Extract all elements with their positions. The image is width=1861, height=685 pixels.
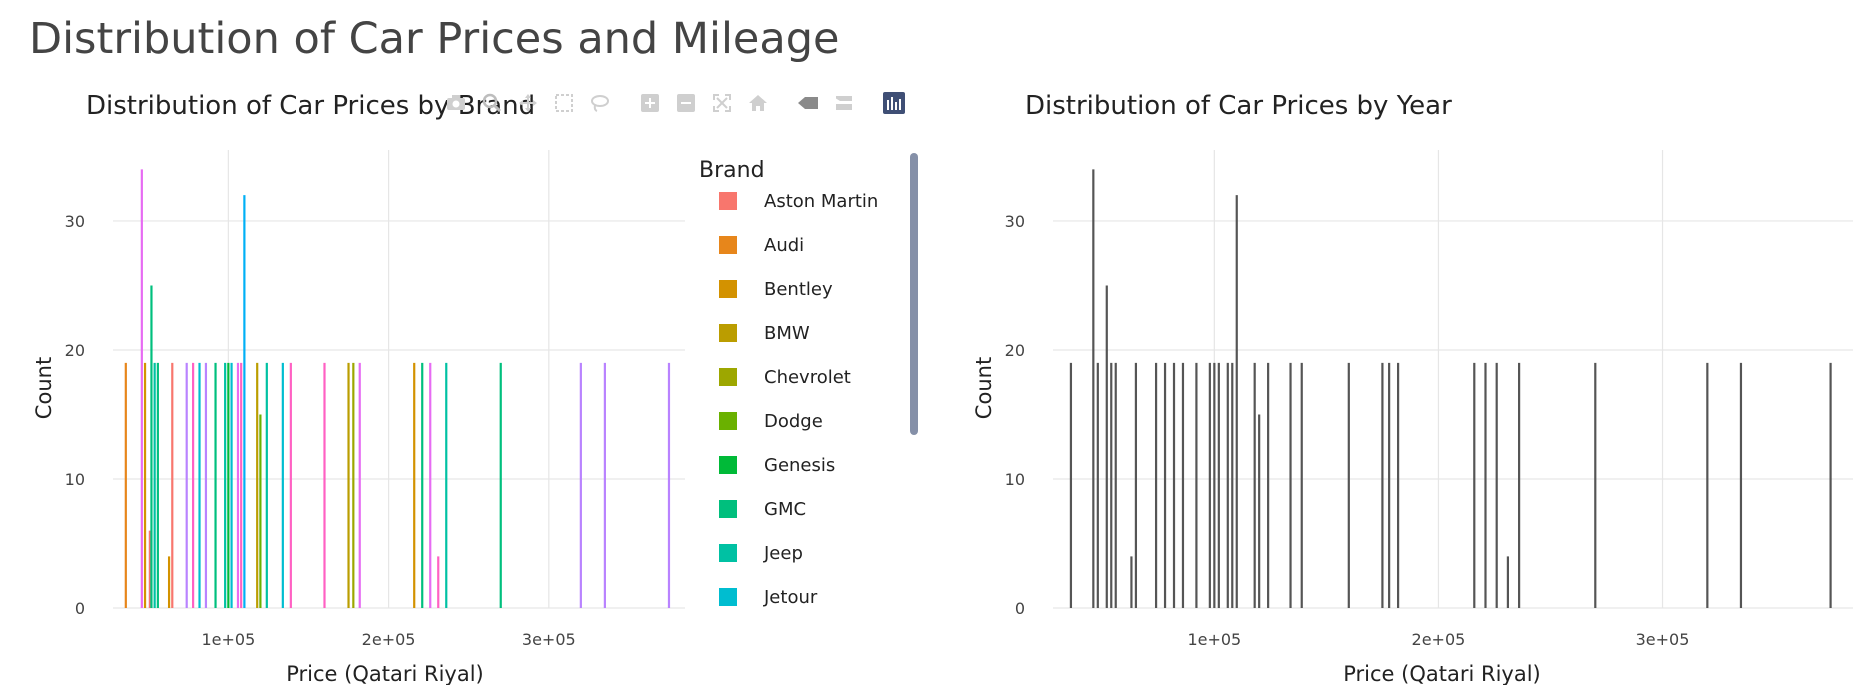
x-tick-label: 1e+05 <box>1187 630 1241 649</box>
pan-icon[interactable] <box>510 88 546 118</box>
legend-label: Aston Martin <box>764 191 878 212</box>
subplot-title-year: Distribution of Car Prices by Year <box>1025 91 1452 121</box>
bars-brand[interactable] <box>124 169 671 608</box>
legend-label: Audi <box>764 235 804 256</box>
legend-label: Genesis <box>764 455 835 476</box>
lasso-select-icon[interactable] <box>582 88 618 118</box>
x-tick-label: 3e+05 <box>522 630 576 649</box>
subplot-year[interactable]: Distribution of Car Prices by Year 1e+05… <box>972 91 1853 685</box>
zoom-icon[interactable] <box>474 88 510 118</box>
y-axis-label-year: Count <box>972 357 996 419</box>
legend-swatch <box>719 368 737 386</box>
x-tick-label: 3e+05 <box>1636 630 1690 649</box>
x-axis-label-year: Price (Qatari Riyal) <box>1343 662 1541 685</box>
legend-item[interactable]: GMC <box>719 499 806 520</box>
legend-label: Bentley <box>764 279 833 300</box>
bars-year[interactable] <box>1069 169 1832 608</box>
modebar <box>438 88 912 118</box>
ticks-year: 1e+05 2e+05 3e+05 0 10 20 30 <box>1005 212 1690 649</box>
legend-item[interactable]: Dodge <box>719 411 823 432</box>
y-tick-label: 0 <box>1015 599 1025 618</box>
autoscale-icon[interactable] <box>704 88 740 118</box>
y-tick-label: 30 <box>1005 212 1025 231</box>
legend-item[interactable]: BMW <box>719 323 810 344</box>
legend-item[interactable]: Genesis <box>719 455 835 476</box>
plotly-logo-icon[interactable] <box>876 88 912 118</box>
legend-item[interactable]: Audi <box>719 235 804 256</box>
legend-scrollbar[interactable] <box>910 153 918 435</box>
reset-axes-icon[interactable] <box>740 88 776 118</box>
box-select-icon[interactable] <box>546 88 582 118</box>
spike-lines-icon[interactable] <box>790 88 826 118</box>
legend[interactable]: Brand Aston Martin Audi Bentley BMW Chevrole… <box>699 153 918 608</box>
x-axis-label-brand: Price (Qatari Riyal) <box>286 662 484 685</box>
x-tick-label: 1e+05 <box>201 630 255 649</box>
y-tick-label: 10 <box>1005 470 1025 489</box>
zoom-out-icon[interactable] <box>668 88 704 118</box>
legend-label: BMW <box>764 323 810 344</box>
legend-label: Dodge <box>764 411 823 432</box>
x-tick-label: 2e+05 <box>1412 630 1466 649</box>
legend-swatch <box>719 236 737 254</box>
legend-swatch <box>719 280 737 298</box>
zoom-in-icon[interactable] <box>632 88 668 118</box>
y-tick-label: 20 <box>65 341 85 360</box>
legend-label: Chevrolet <box>764 367 851 388</box>
legend-swatch <box>719 544 737 562</box>
legend-swatch <box>719 412 737 430</box>
legend-item[interactable]: Aston Martin <box>719 191 878 212</box>
y-tick-label: 20 <box>1005 341 1025 360</box>
legend-label: GMC <box>764 499 806 520</box>
legend-swatch <box>719 456 737 474</box>
y-tick-label: 10 <box>65 470 85 489</box>
gridlines-brand <box>113 150 685 609</box>
compare-hover-icon[interactable] <box>826 88 862 118</box>
legend-label: Jetour <box>763 587 818 608</box>
x-tick-label: 2e+05 <box>362 630 416 649</box>
legend-item[interactable]: Bentley <box>719 279 833 300</box>
legend-items[interactable]: Aston Martin Audi Bentley BMW Chevrolet Dodge… <box>719 191 878 608</box>
y-tick-label: 30 <box>65 212 85 231</box>
legend-item[interactable]: Jetour <box>719 587 818 608</box>
legend-swatch <box>719 324 737 342</box>
legend-swatch <box>719 588 737 606</box>
legend-title: Brand <box>699 158 765 183</box>
legend-label: Jeep <box>763 543 803 564</box>
page-title: Distribution of Car Prices and Mileage <box>29 14 840 64</box>
y-axis-label-brand: Count <box>32 357 56 419</box>
ticks-brand: 1e+05 2e+05 3e+05 0 10 20 30 <box>65 212 576 649</box>
legend-swatch <box>719 500 737 518</box>
y-tick-label: 0 <box>75 599 85 618</box>
legend-item[interactable]: Jeep <box>719 543 803 564</box>
camera-icon[interactable] <box>438 88 474 118</box>
legend-swatch <box>719 192 737 210</box>
legend-item[interactable]: Chevrolet <box>719 367 851 388</box>
subplot-brand[interactable]: Distribution of Car Prices by Brand 1e+0… <box>32 91 685 685</box>
